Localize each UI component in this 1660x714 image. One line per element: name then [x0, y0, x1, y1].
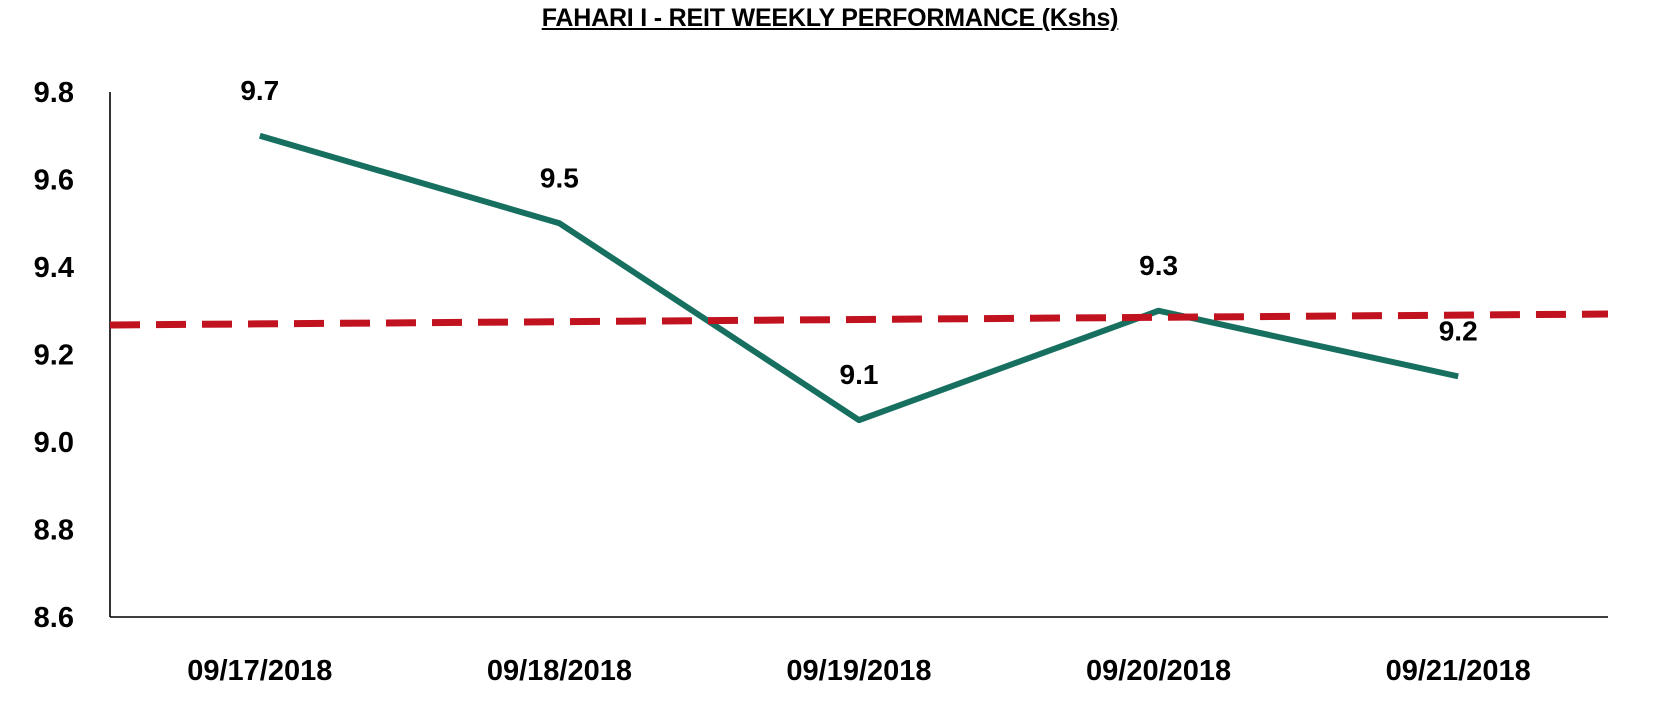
y-tick-label: 9.4: [34, 252, 74, 284]
x-axis: 09/17/2018 09/18/2018 09/19/2018 09/20/2018…: [110, 616, 1608, 687]
average-dashed-line: [109, 310, 1609, 329]
data-label: 9.3: [1139, 250, 1178, 281]
series-layer: [109, 132, 1609, 424]
data-labels: 9.7 9.5 9.1 9.3 9.2: [240, 75, 1477, 390]
data-label: 9.1: [840, 359, 879, 390]
y-tick-label: 8.8: [34, 515, 74, 547]
data-label: 9.7: [240, 75, 279, 106]
data-label: 9.5: [540, 162, 579, 193]
chart-title: FAHARI I - REIT WEEKLY PERFORMANCE (Kshs…: [541, 4, 1119, 32]
data-label: 9.2: [1439, 315, 1478, 346]
x-tick-label: 09/20/2018: [1086, 655, 1231, 687]
x-tick-label: 09/19/2018: [786, 655, 931, 687]
x-tick-label: 09/18/2018: [487, 655, 632, 687]
x-tick-label: 09/17/2018: [187, 655, 332, 687]
y-tick-label: 8.6: [34, 602, 74, 634]
y-tick-label: 9.8: [34, 77, 74, 109]
y-tick-label: 9.2: [34, 340, 74, 372]
x-tick-label: 09/21/2018: [1386, 655, 1531, 687]
y-tick-label: 9.0: [34, 427, 74, 459]
y-tick-label: 9.6: [34, 165, 74, 197]
y-axis: 9.8 9.6 9.4 9.2 9.0 8.8 8.6: [34, 77, 111, 634]
